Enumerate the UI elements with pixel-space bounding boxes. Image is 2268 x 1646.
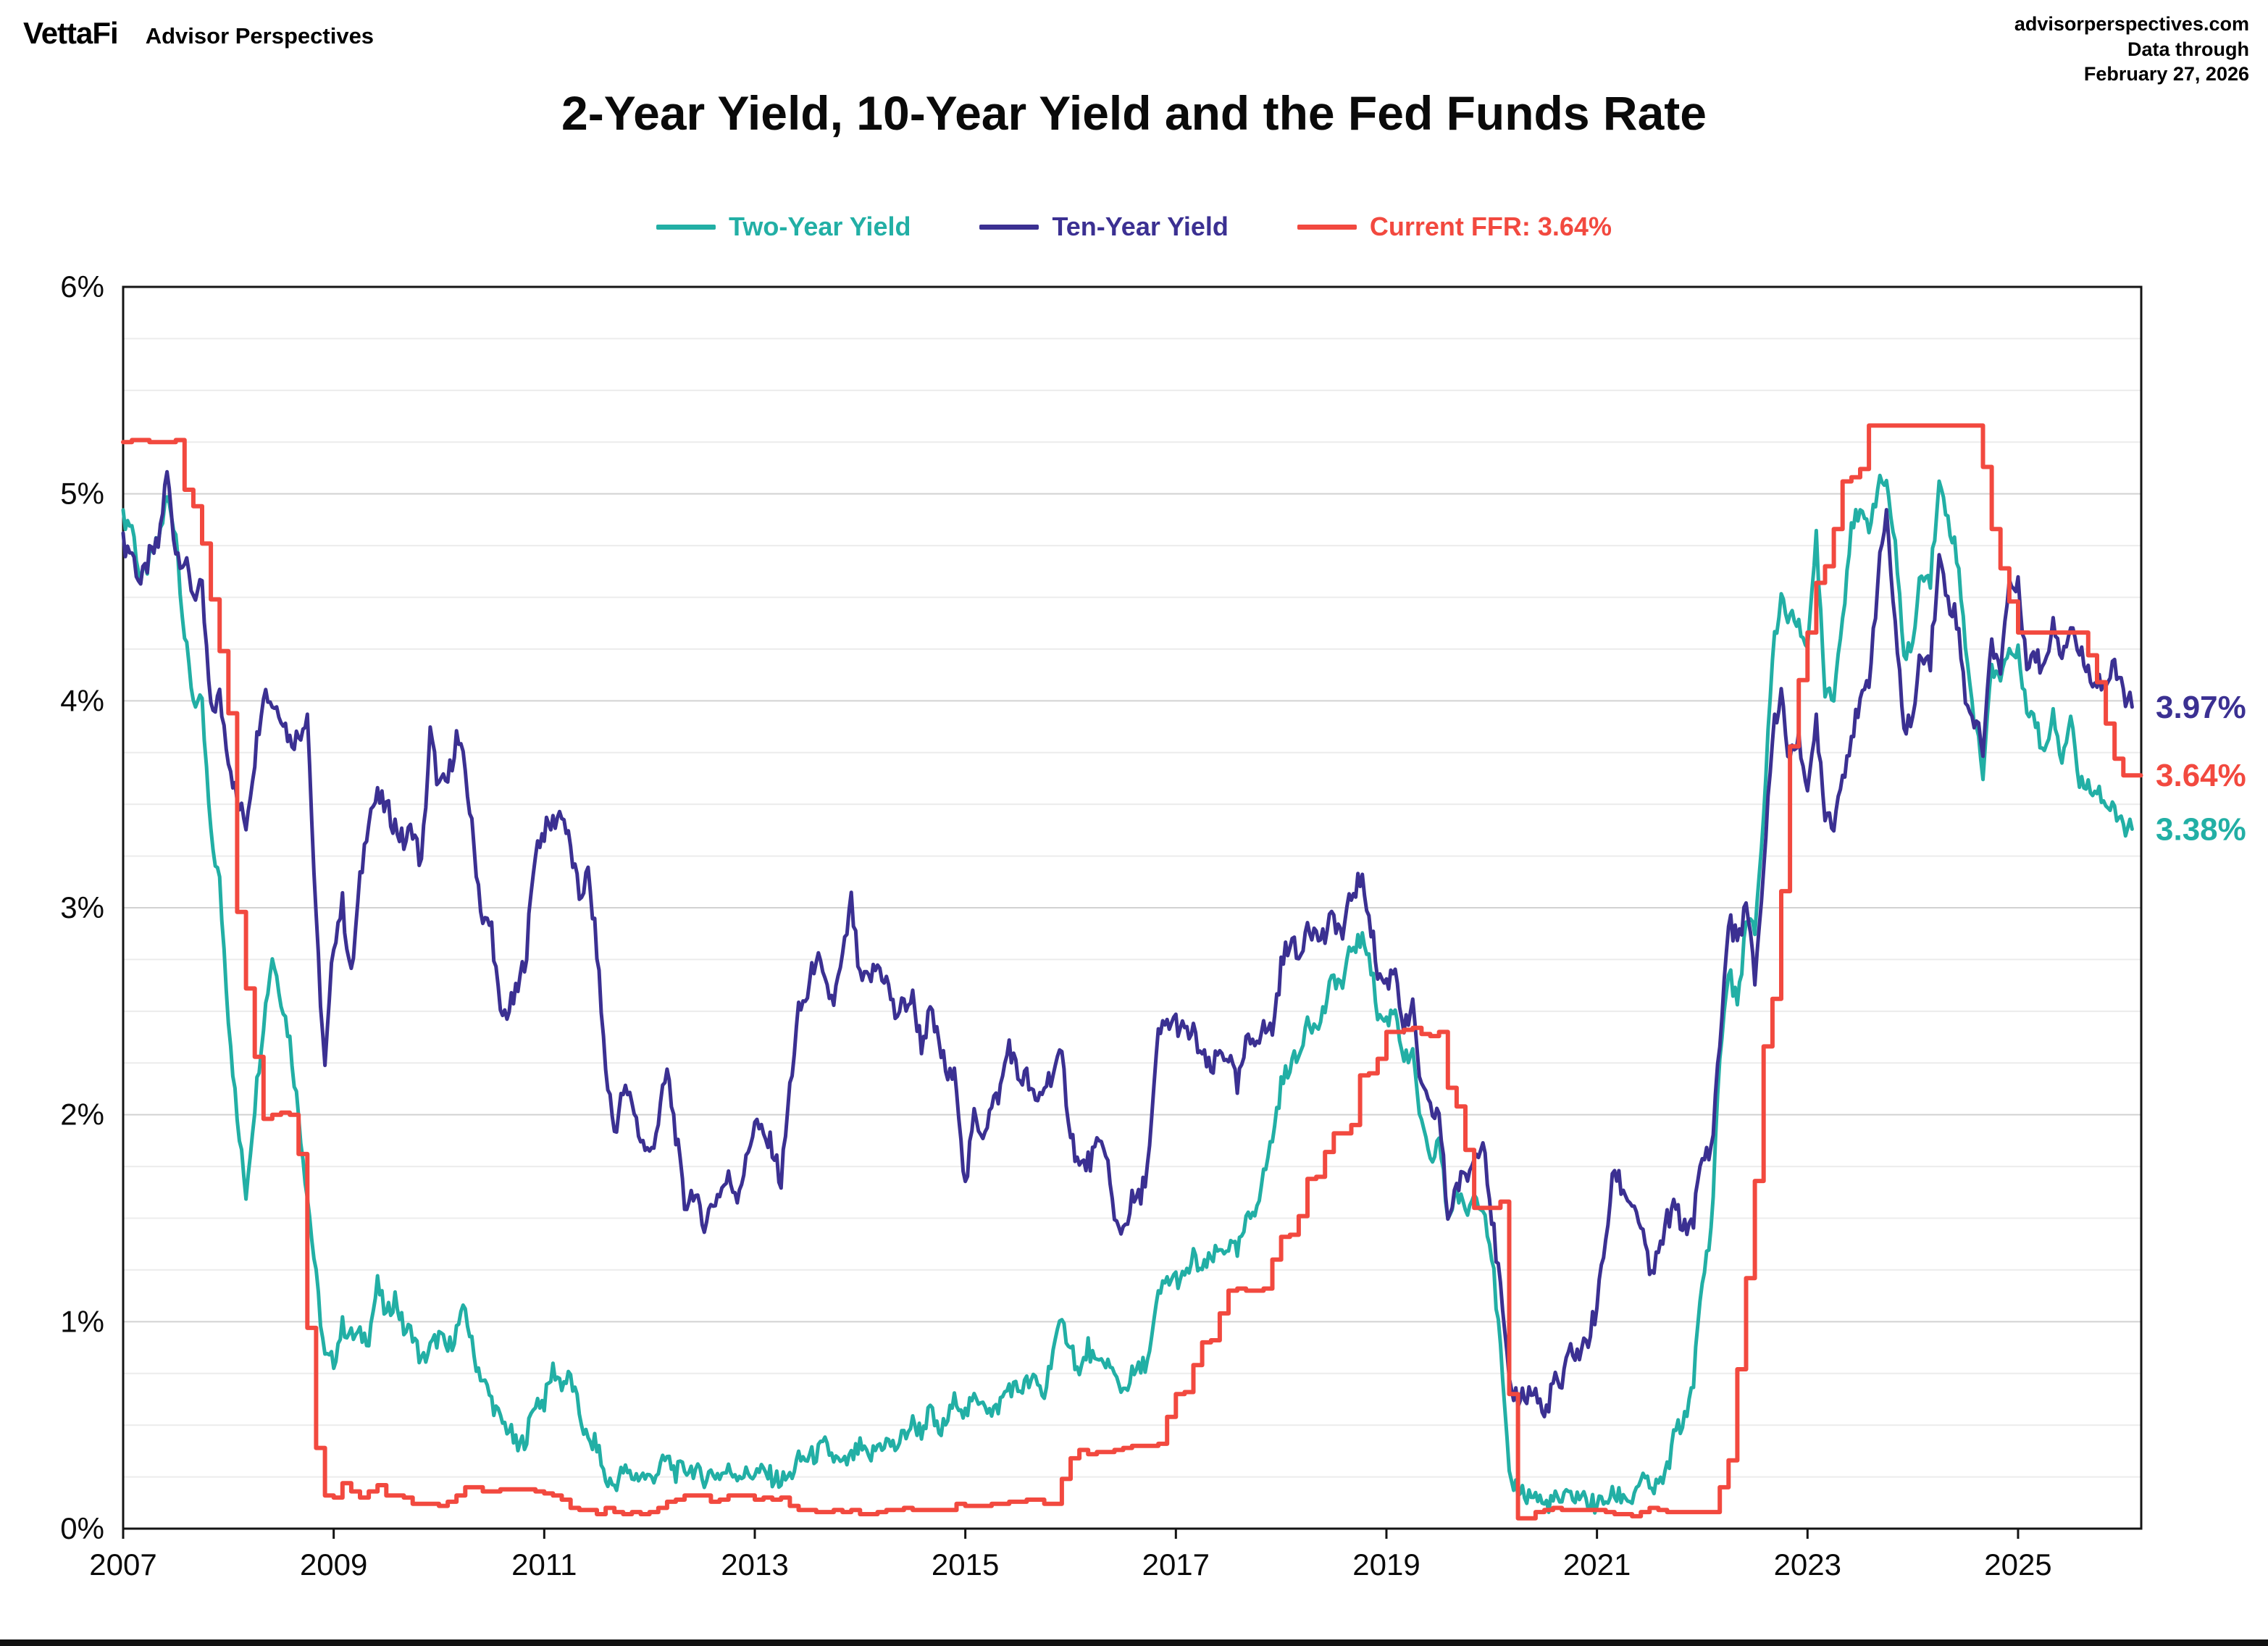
y-axis-tick-label: 1% [60, 1304, 104, 1338]
y-axis-tick-label: 0% [60, 1511, 104, 1545]
x-axis-tick-label: 2025 [1984, 1547, 2051, 1582]
legend-label-two-year-yield: Two-Year Yield [729, 212, 911, 241]
legend-item-two-year-yield: Two-Year Yield [656, 212, 911, 242]
x-axis-tick-label: 2009 [300, 1547, 367, 1582]
brand: VettaFi Advisor Perspectives [23, 16, 374, 51]
y-axis-tick-label: 2% [60, 1098, 104, 1132]
page-header: VettaFi Advisor Perspectives advisorpers… [0, 0, 2268, 85]
chart-title: 2-Year Yield, 10-Year Yield and the Fed … [561, 86, 1707, 140]
y-axis-tick-label: 3% [60, 890, 104, 924]
y-axis-tick-label: 6% [60, 270, 104, 304]
x-axis-tick-label: 2007 [89, 1547, 156, 1582]
series-line-fed-funds-rate [121, 423, 2143, 1521]
end-value-label-1: 3.64% [2156, 758, 2246, 793]
x-axis-tick-label: 2023 [1774, 1547, 1841, 1582]
legend-label-current-ffr: Current FFR: 3.64% [1369, 212, 1612, 241]
legend-swatch-ten-year-yield [979, 224, 1039, 230]
footer-bar [0, 1639, 2268, 1646]
series-line-ten-year-yield [121, 469, 2134, 1419]
legend-item-ten-year-yield: Ten-Year Yield [979, 212, 1229, 242]
source-url: advisorperspectives.com [2014, 13, 2249, 35]
source-block: advisorperspectives.com Data through Feb… [2014, 12, 2249, 87]
x-axis-tick-label: 2015 [932, 1547, 999, 1582]
vettafi-logo: VettaFi [23, 16, 119, 50]
data-through-label: Data through [2127, 38, 2249, 60]
plot-border [122, 285, 2143, 1530]
end-value-label-0: 3.97% [2156, 690, 2246, 725]
x-axis-tick-label: 2011 [511, 1547, 577, 1582]
legend-swatch-two-year-yield [656, 224, 716, 230]
y-axis-tick-label: 5% [60, 477, 104, 511]
x-axis-tick-label: 2017 [1142, 1547, 1210, 1582]
legend-item-current-ffr: Current FFR: 3.64% [1297, 212, 1612, 242]
data-through-date: February 27, 2026 [2083, 63, 2249, 85]
brand-subtitle: Advisor Perspectives [145, 23, 374, 49]
x-axis-tick-label: 2013 [721, 1547, 788, 1582]
legend-label-ten-year-yield: Ten-Year Yield [1052, 212, 1229, 241]
series-line-two-year-yield [121, 473, 2134, 1515]
chart-legend: Two-Year Yield Ten-Year Yield Current FF… [0, 212, 2268, 242]
legend-swatch-current-ffr [1297, 224, 1357, 230]
end-value-label-2: 3.38% [2156, 811, 2246, 847]
x-axis-tick-label: 2019 [1352, 1547, 1420, 1582]
x-axis-tick-label: 2021 [1563, 1547, 1631, 1582]
y-axis-tick-label: 4% [60, 683, 104, 717]
